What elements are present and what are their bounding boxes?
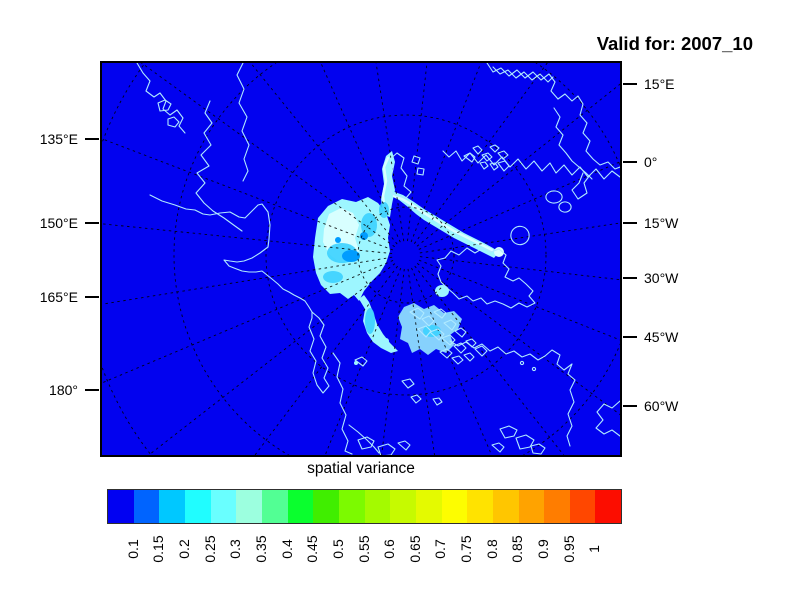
- colorbar-segment: [544, 490, 570, 523]
- figure-title: Valid for: 2007_10: [596, 33, 753, 54]
- colorbar-tick-label: 0.2: [175, 539, 192, 559]
- colorbar-title: spatial variance: [307, 460, 415, 477]
- axis-label-left: 150°E: [39, 215, 78, 231]
- colorbar-segment: [492, 490, 519, 523]
- axis-tick-right: [623, 83, 637, 85]
- coast-kamchatka: [308, 311, 330, 394]
- colorbar-tick-label: 0.6: [381, 539, 398, 559]
- colorbar-tick-label: 0.65: [406, 535, 423, 563]
- axis-tick-right: [623, 336, 637, 338]
- axis-label-left: 135°E: [39, 131, 78, 147]
- axis-tick-left: [85, 296, 99, 298]
- colorbar-tick-label: 0.4: [278, 539, 295, 559]
- colorbar-tick-label: 0.3: [227, 539, 244, 559]
- coast-scandinavia: [486, 63, 559, 100]
- colorbar-tick-label: 0.8: [483, 539, 500, 559]
- colorbar-segment: [287, 490, 314, 523]
- colorbar-segment: [569, 490, 596, 523]
- colorbar-tick-label: 0.9: [535, 539, 552, 559]
- colorbar-segment: [390, 490, 416, 523]
- colorbar-segment: [108, 490, 134, 523]
- colorbar-segment: [338, 490, 365, 523]
- colorbar-tick-label: 0.25: [201, 535, 218, 563]
- variance-core-lines: [381, 156, 494, 252]
- axis-label-right: 30°W: [644, 270, 679, 286]
- colorbar-segment: [595, 490, 622, 523]
- axis-tick-left: [85, 138, 99, 140]
- axis-tick-right: [623, 222, 637, 224]
- axis-tick-right: [623, 161, 637, 163]
- colorbar-segment: [159, 490, 185, 523]
- colorbar-segment: [261, 490, 288, 523]
- axis-label-right: 0°: [644, 154, 658, 170]
- colorbar-tick-label: 0.35: [252, 535, 269, 563]
- colorbar-segment: [313, 490, 339, 523]
- colorbar-tick-label: 0.85: [509, 535, 526, 563]
- colorbar-tick-label: 0.15: [150, 535, 167, 563]
- colorbar-tick-label: 0.5: [329, 539, 346, 559]
- coastlines: [136, 63, 620, 455]
- coast-siberia: [149, 194, 313, 313]
- axis-tick-right: [623, 277, 637, 279]
- axis-label-left: 180°: [49, 382, 78, 398]
- coast-svalbard: [387, 152, 412, 199]
- colorbar-segment: [415, 490, 442, 523]
- axis-label-right: 15°E: [644, 76, 675, 92]
- colorbar-segment: [441, 490, 468, 523]
- colorbar-tick-label: 0.1: [124, 539, 141, 559]
- coast-alaska: [332, 352, 353, 455]
- colorbar-segment: [467, 490, 493, 523]
- colorbar-tick-label: 0.75: [458, 535, 475, 563]
- coast-greenland: [436, 247, 536, 309]
- colorbar-tick-label: 0.95: [560, 535, 577, 563]
- colorbar-tick-label: 0.7: [432, 539, 449, 559]
- axis-tick-left: [85, 389, 99, 391]
- axis-label-right: 60°W: [644, 398, 679, 414]
- colorbar-segment: [518, 490, 545, 523]
- colorbar-tick-label: 0.45: [304, 535, 321, 563]
- colorbar-segment: [184, 490, 211, 523]
- axis-label-right: 45°W: [644, 329, 679, 345]
- colorbar-segment: [133, 490, 160, 523]
- variance-deep: [335, 232, 368, 262]
- axis-label-right: 15°W: [644, 215, 679, 231]
- coast-north-america: [449, 340, 576, 447]
- map-plot: [100, 61, 622, 457]
- axis-label-left: 165°E: [39, 289, 78, 305]
- graticule: [102, 63, 620, 455]
- colorbar: [107, 489, 622, 524]
- colorbar-tick-label: 0.55: [355, 535, 372, 563]
- axis-tick-right: [623, 405, 637, 407]
- map-svg: [102, 63, 620, 455]
- colorbar-segment: [236, 490, 262, 523]
- colorbar-segment: [364, 490, 391, 523]
- axis-tick-left: [85, 222, 99, 224]
- colorbar-tick-label: 1: [586, 545, 603, 553]
- colorbar-segment: [210, 490, 237, 523]
